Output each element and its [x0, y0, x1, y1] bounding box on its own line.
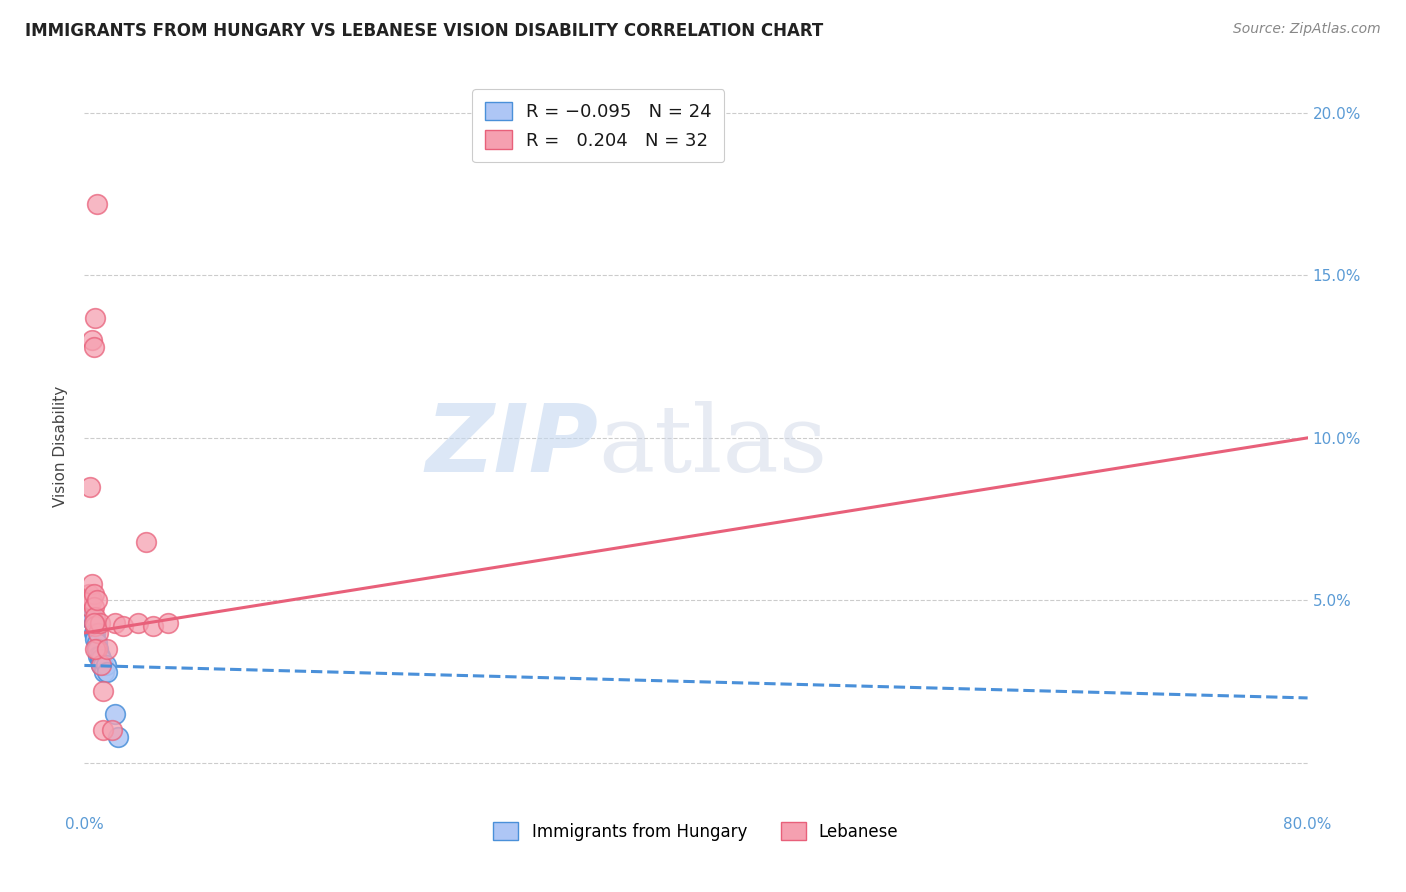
Point: [84, 310, 107, 325]
Point: [77, 587, 100, 601]
Point: [91, 684, 114, 698]
Point: [104, 707, 127, 722]
Point: [111, 619, 134, 633]
Point: [86, 593, 108, 607]
Point: [79, 599, 101, 614]
Point: [76, 603, 98, 617]
Text: Source: ZipAtlas.com: Source: ZipAtlas.com: [1233, 22, 1381, 37]
Point: [89, 652, 111, 666]
Point: [90, 658, 112, 673]
Point: [80, 577, 103, 591]
Point: [86, 635, 108, 649]
Point: [83, 616, 105, 631]
Point: [83, 587, 105, 601]
Y-axis label: Vision Disability: Vision Disability: [53, 385, 69, 507]
Point: [80, 593, 103, 607]
Point: [87, 648, 110, 663]
Point: [86, 642, 108, 657]
Point: [83, 599, 105, 614]
Point: [87, 642, 110, 657]
Point: [80, 609, 103, 624]
Point: [83, 340, 105, 354]
Point: [93, 665, 115, 679]
Point: [96, 642, 118, 657]
Point: [84, 609, 107, 624]
Point: [91, 658, 114, 673]
Point: [90, 658, 112, 673]
Point: [104, 616, 127, 631]
Point: [79, 480, 101, 494]
Point: [84, 619, 107, 633]
Point: [101, 723, 124, 738]
Point: [89, 648, 111, 663]
Text: atlas: atlas: [598, 401, 827, 491]
Point: [89, 616, 111, 631]
Point: [80, 334, 103, 348]
Point: [94, 658, 117, 673]
Point: [77, 599, 100, 614]
Point: [79, 609, 101, 624]
Point: [84, 626, 107, 640]
Text: ZIP: ZIP: [425, 400, 598, 492]
Point: [83, 616, 105, 631]
Point: [79, 603, 101, 617]
Point: [86, 196, 108, 211]
Point: [127, 616, 149, 631]
Point: [142, 619, 165, 633]
Point: [90, 652, 112, 666]
Point: [86, 642, 108, 657]
Text: IMMIGRANTS FROM HUNGARY VS LEBANESE VISION DISABILITY CORRELATION CHART: IMMIGRANTS FROM HUNGARY VS LEBANESE VISI…: [25, 22, 824, 40]
Point: [84, 642, 107, 657]
Point: [79, 593, 101, 607]
Point: [135, 535, 157, 549]
Point: [83, 626, 105, 640]
Legend: Immigrants from Hungary, Lebanese: Immigrants from Hungary, Lebanese: [486, 816, 905, 847]
Point: [84, 632, 107, 647]
Point: [87, 626, 110, 640]
Point: [91, 723, 114, 738]
Point: [96, 665, 118, 679]
Point: [107, 730, 129, 744]
Point: [80, 613, 103, 627]
Point: [157, 616, 180, 631]
Point: [76, 593, 98, 607]
